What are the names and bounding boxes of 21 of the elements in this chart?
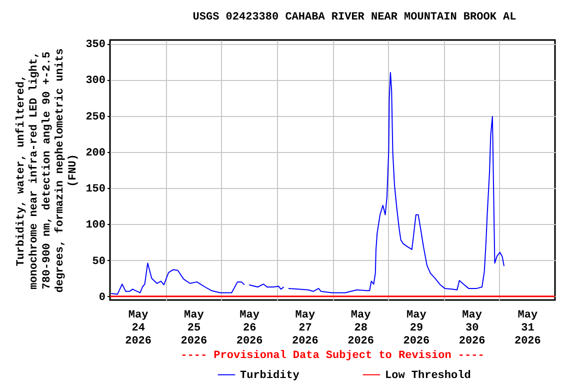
y-tick-label: 200	[86, 147, 106, 160]
x-tick-label: May 27 2026	[292, 310, 318, 348]
y-tick-label: 150	[86, 184, 106, 196]
y-tick-label: 300	[86, 75, 106, 88]
x-tick-label: May 25 2026	[180, 310, 208, 348]
legend-label: Turbidity	[240, 370, 300, 382]
y-tick-label: 350	[86, 39, 106, 52]
x-tick-label: May 24 2026	[125, 310, 152, 348]
y-tick-label: 0	[98, 292, 106, 304]
y-tick-label: 250	[86, 111, 106, 124]
y-tick-label: 100	[86, 220, 106, 232]
x-tick-label: May 26 2026	[236, 310, 263, 348]
y-tick-label: 50	[92, 256, 106, 268]
x-tick-label: May 28 2026	[348, 310, 374, 348]
legend-label: Low Threshold	[385, 370, 471, 382]
text: ---- Provisional Data Subject to Revision ----	[180, 350, 486, 362]
chart-title: USGS 02423380 CAHABA RIVER NEAR MOUNTAIN BROOK AL	[192, 12, 517, 24]
x-tick-label: May 31 2026	[514, 310, 541, 348]
x-tick-label: May 30 2026	[458, 310, 486, 348]
x-tick-label: May 29 2026	[403, 310, 430, 348]
y-axis-title: Turbidity, water, unfiltered, monochrome near infra-red LED light, 780-900 nm, detection angle 90 +-2.5 degrees, formazin nephelometric units (FNU)	[14, 48, 80, 293]
